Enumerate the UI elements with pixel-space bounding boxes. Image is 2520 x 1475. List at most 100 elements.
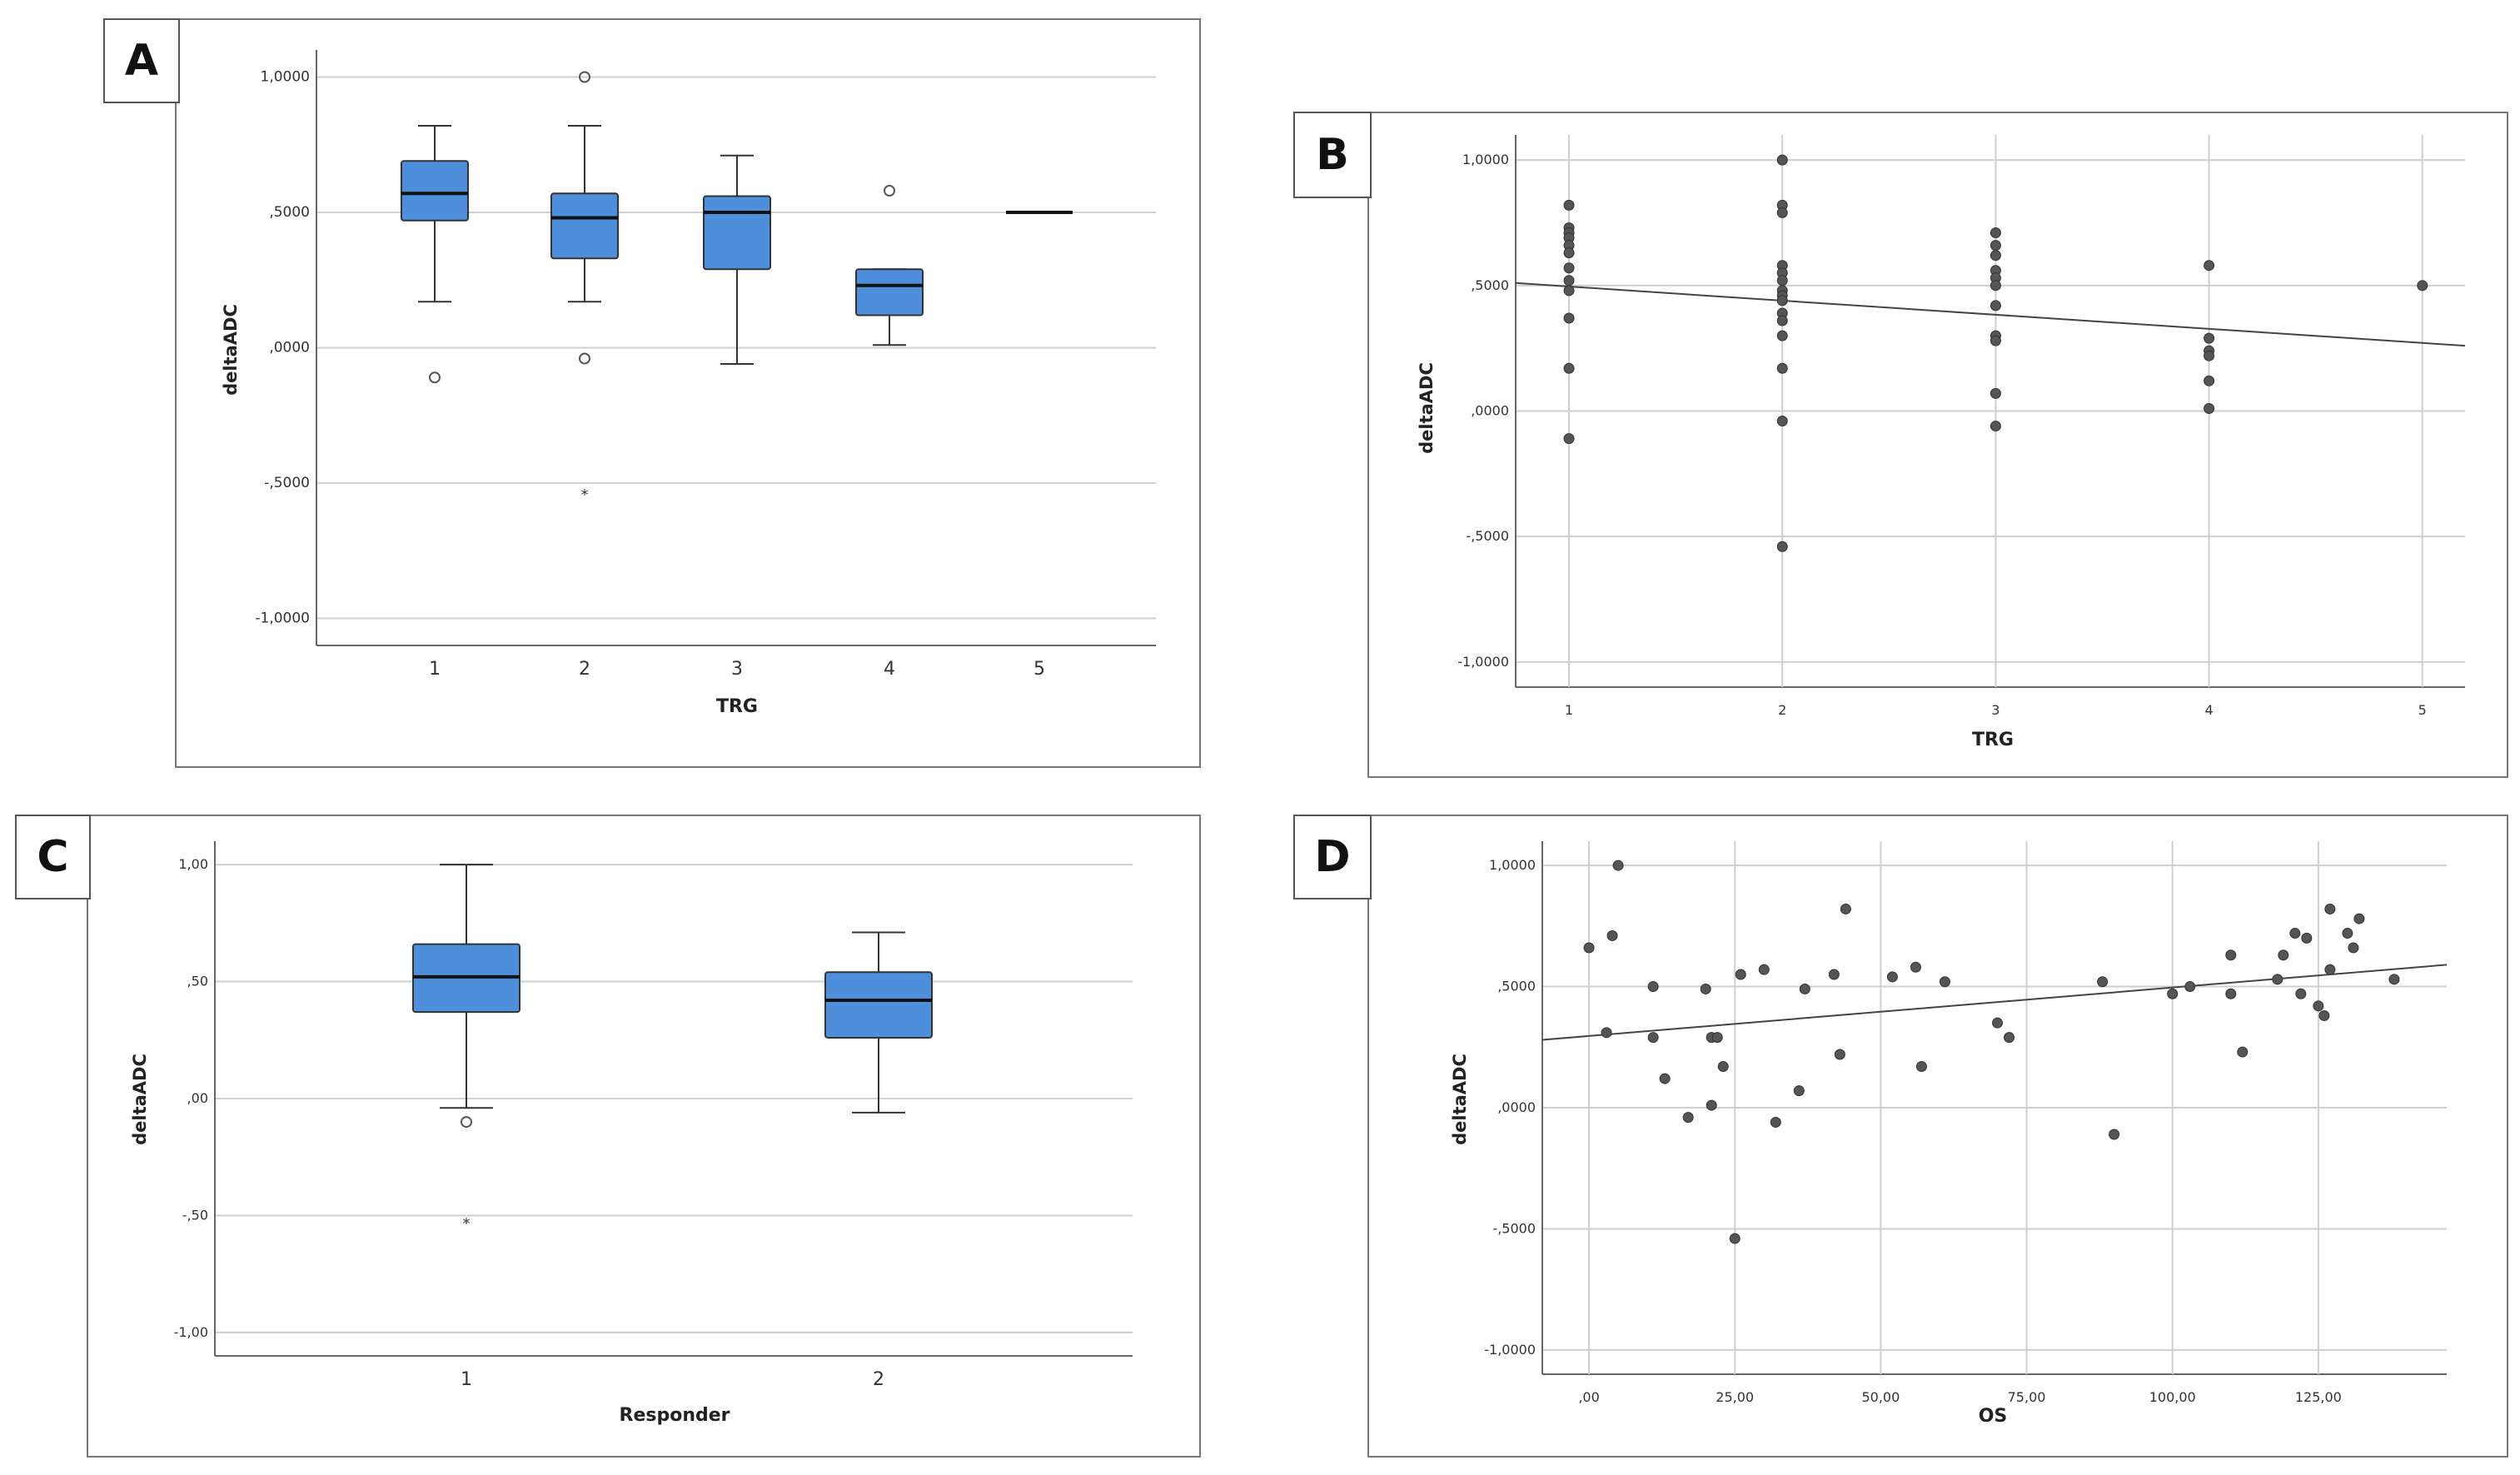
y-axis-title-a: deltaADC <box>221 304 241 396</box>
y-tick-label-a: 1,0000 <box>261 69 310 86</box>
scatter-point <box>1606 929 1618 941</box>
scatter-point <box>1700 983 1711 994</box>
scatter-point <box>2204 402 2215 414</box>
y-tick-label-a: -,5000 <box>264 475 310 491</box>
scatter-point <box>1729 1233 1741 1244</box>
scatter-point <box>1990 280 2001 292</box>
box-outlier <box>579 352 590 365</box>
box-iqr <box>824 971 933 1039</box>
scatter-point <box>2225 949 2237 961</box>
scatter-point <box>1717 1061 1729 1073</box>
x-tick-label-b: 2 <box>1778 702 1786 718</box>
scatter-point <box>1939 976 1950 988</box>
y-tick-label-d: ,0000 <box>1497 1099 1536 1115</box>
scatter-point <box>1990 335 2001 346</box>
scatter-point <box>1776 362 1788 374</box>
scatter-point <box>1563 262 1575 274</box>
scatter-point <box>2313 1000 2324 1012</box>
panel-label-c: C <box>15 815 91 899</box>
scatter-point <box>1563 199 1575 211</box>
scatter-point <box>2388 974 2400 985</box>
x-tick-label-d: 75,00 <box>2008 1389 2046 1405</box>
scatter-point <box>1776 275 1788 287</box>
scatter-point <box>2348 942 2359 954</box>
y-tick-label-a: ,5000 <box>269 204 310 221</box>
scatter-point <box>1563 312 1575 324</box>
scatter-point <box>1563 247 1575 259</box>
scatter-point <box>1735 969 1746 980</box>
scatter-point <box>1990 387 2001 399</box>
y-tick-label-b: -1,0000 <box>1457 654 1509 670</box>
y-tick-label-c: -,50 <box>182 1207 208 1223</box>
scatter-point <box>1886 971 1898 983</box>
scatter-point <box>1776 330 1788 341</box>
scatter-point <box>2109 1129 2120 1140</box>
x-tick-label-d: 125,00 <box>2295 1389 2342 1405</box>
scatter-point <box>2184 981 2196 993</box>
x-axis-title-d: OS <box>1979 1406 2008 1427</box>
scatter-point <box>2097 976 2109 988</box>
x-tick-label-a: 3 <box>731 659 743 680</box>
scatter-point <box>2237 1046 2249 1058</box>
scatter-point <box>2295 988 2307 999</box>
box-iqr <box>401 160 469 222</box>
y-tick-label-b: -,5000 <box>1466 528 1509 544</box>
scatter-point <box>1828 969 1840 980</box>
x-tick-label-b: 3 <box>1991 702 2000 718</box>
y-tick-label-a: -1,0000 <box>255 610 310 627</box>
scatter-point <box>1770 1116 1781 1128</box>
scatter-point <box>1990 300 2001 311</box>
scatter-point <box>1758 964 1770 975</box>
x-tick-label-d: 100,00 <box>2149 1389 2196 1405</box>
scatter-point <box>1776 295 1788 306</box>
y-tick-label-d: ,5000 <box>1497 979 1536 994</box>
x-tick-label-d: ,00 <box>1578 1389 1599 1405</box>
scatter-point <box>1647 981 1659 993</box>
box-extreme-outlier: * <box>581 486 589 504</box>
x-axis-title-a: TRG <box>716 696 758 717</box>
fit-line-d <box>1541 964 2448 1041</box>
y-tick-label-d: 1,0000 <box>1489 857 1536 873</box>
box-outlier <box>429 371 441 384</box>
scatter-point <box>2167 988 2179 999</box>
scatter-point <box>1990 227 2001 239</box>
scatter-point <box>1776 315 1788 326</box>
scatter-point <box>2289 928 2301 939</box>
x-axis-title-b: TRG <box>1972 730 2014 750</box>
y-tick-label-a: ,0000 <box>269 340 310 356</box>
box-outlier <box>579 71 590 83</box>
scatter-point <box>1990 240 2001 252</box>
scatter-point <box>2004 1032 2015 1044</box>
scatter-point <box>1992 1017 2004 1029</box>
box-iqr <box>703 195 771 271</box>
scatter-point <box>2417 280 2428 292</box>
scatter-point <box>1834 1049 1845 1060</box>
y-axis-title-b: deltaADC <box>1417 362 1437 454</box>
y-tick-label-c: -1,00 <box>174 1324 208 1340</box>
scatter-point <box>1563 275 1575 287</box>
scatter-point <box>1563 362 1575 374</box>
scatter-point <box>2204 260 2215 272</box>
scatter-point <box>2225 988 2237 999</box>
x-tick-label-b: 1 <box>1565 702 1573 718</box>
y-axis-title-c: deltaADC <box>130 1054 150 1145</box>
scatter-point <box>2353 913 2365 924</box>
x-tick-label-a: 4 <box>884 659 895 680</box>
box-outlier <box>884 185 895 197</box>
scatter-point <box>1647 1032 1659 1044</box>
panel-b-frame <box>1367 112 2508 778</box>
scatter-point <box>1583 942 1595 954</box>
scatter-point <box>1776 154 1788 166</box>
scatter-point <box>1910 961 1921 973</box>
x-tick-label-a: 2 <box>579 659 590 680</box>
scatter-point <box>1601 1027 1612 1039</box>
box-iqr <box>550 192 619 260</box>
scatter-point <box>1711 1032 1723 1044</box>
x-axis-title-c: Responder <box>620 1405 730 1426</box>
x-tick-label-c: 2 <box>873 1369 884 1390</box>
scatter-point <box>1915 1061 1927 1073</box>
scatter-point <box>1776 207 1788 218</box>
x-tick-label-d: 25,00 <box>1716 1389 1754 1405</box>
scatter-point <box>2204 332 2215 344</box>
